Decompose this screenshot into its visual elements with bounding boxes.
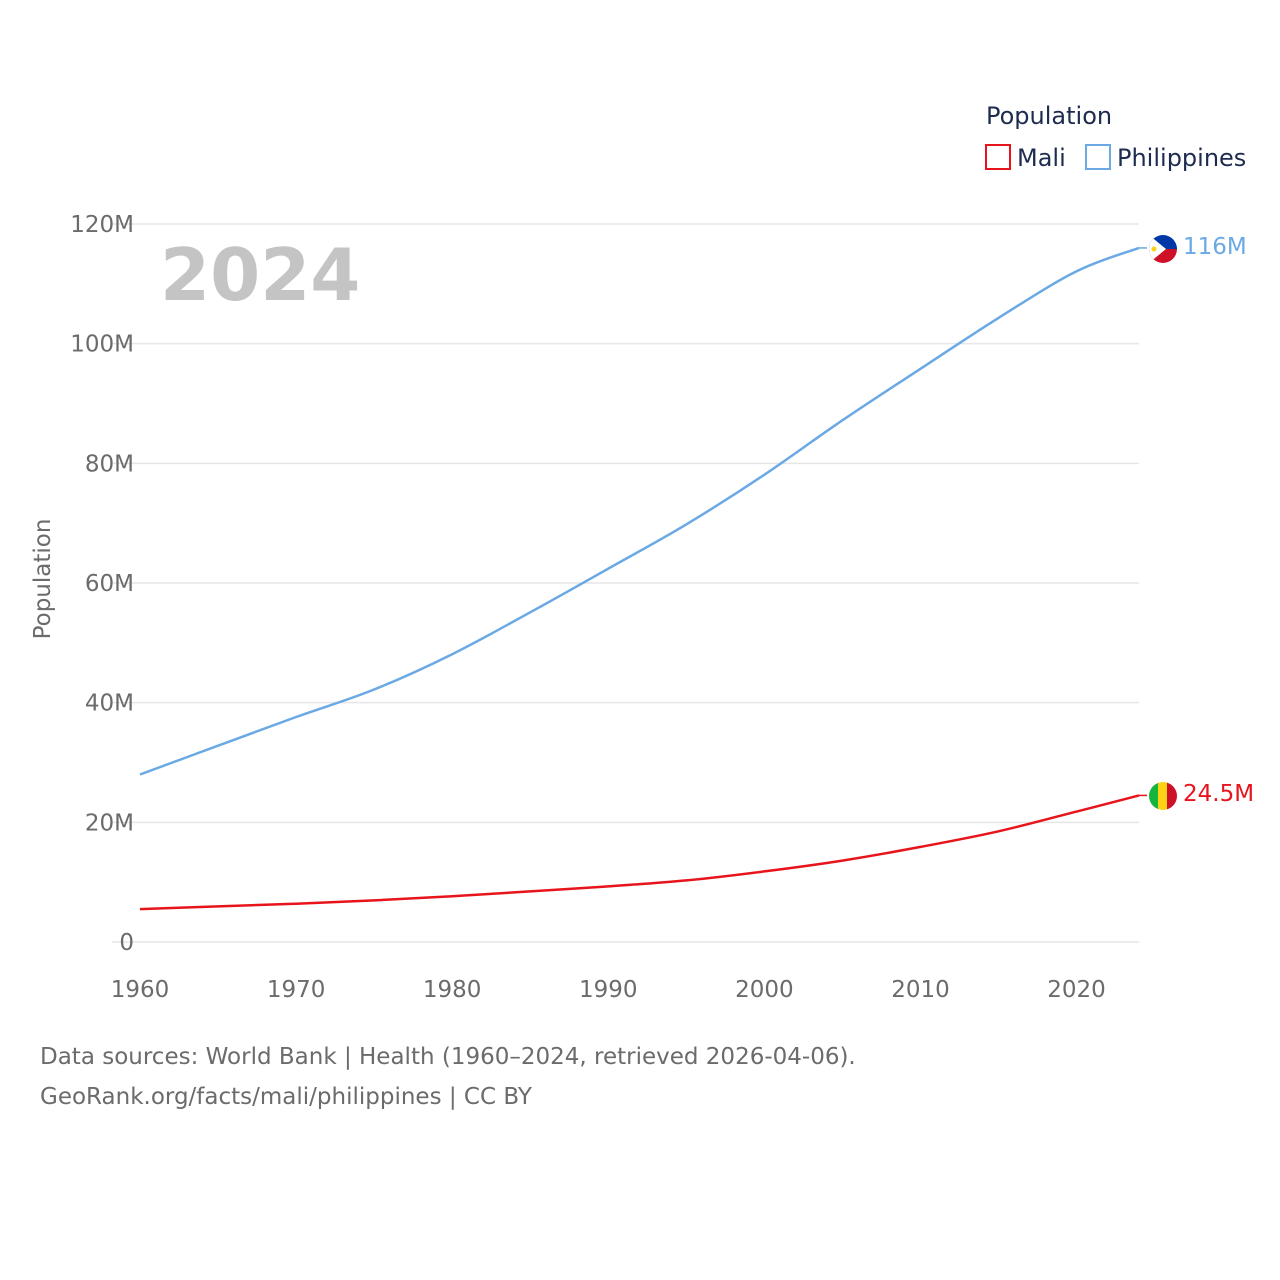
y-axis-title: Population: [30, 519, 56, 640]
legend-label-philippines: Philippines: [1117, 144, 1246, 172]
y-tick-label: 80M: [85, 451, 134, 477]
gridlines: [112, 223, 1139, 943]
legend-label-mali: Mali: [1017, 144, 1066, 172]
y-tick-label: 100M: [70, 332, 134, 358]
legend-swatch-mali: [985, 144, 1011, 170]
mali-flag-icon: [1149, 782, 1177, 810]
x-tick-label: 1990: [579, 977, 638, 1003]
x-tick-label: 2010: [891, 977, 950, 1003]
x-tick-label: 1980: [423, 977, 482, 1003]
legend-title: Population: [986, 102, 1112, 130]
series-line-mali[interactable]: [139, 794, 1140, 911]
x-tick-label: 2020: [1047, 977, 1106, 1003]
y-tick-label: 0: [119, 930, 134, 956]
legend-item-mali[interactable]: Mali: [985, 144, 1066, 172]
legend-swatch-philippines: [1085, 144, 1111, 170]
series-lines: [139, 246, 1147, 911]
legend: Population Mali Philippines: [985, 102, 1246, 172]
y-axis-ticks: 0 20M 40M 60M 80M 100M 120M: [70, 212, 134, 956]
philippines-flag-icon: [1149, 235, 1177, 263]
y-tick-label: 60M: [85, 571, 134, 597]
end-label-philippines: 116M: [1183, 234, 1247, 260]
source-url[interactable]: GeoRank.org/facts/mali/philippines | CC …: [40, 1084, 532, 1110]
series-line-philippines[interactable]: [139, 246, 1140, 776]
x-tick-label: 2000: [735, 977, 794, 1003]
legend-item-philippines[interactable]: Philippines: [1085, 144, 1246, 172]
y-tick-label: 40M: [85, 691, 134, 717]
end-label-mali: 24.5M: [1183, 781, 1254, 807]
x-tick-label: 1970: [267, 977, 326, 1003]
source-attribution: Data sources: World Bank | Health (1960–…: [40, 1044, 856, 1070]
x-axis-ticks: 1960 1970 1980 1990 2000 2010 2020: [111, 977, 1106, 1003]
y-tick-label: 120M: [70, 212, 134, 238]
y-tick-label: 20M: [85, 810, 134, 836]
year-watermark: 2024: [160, 233, 360, 317]
x-tick-label: 1960: [111, 977, 170, 1003]
